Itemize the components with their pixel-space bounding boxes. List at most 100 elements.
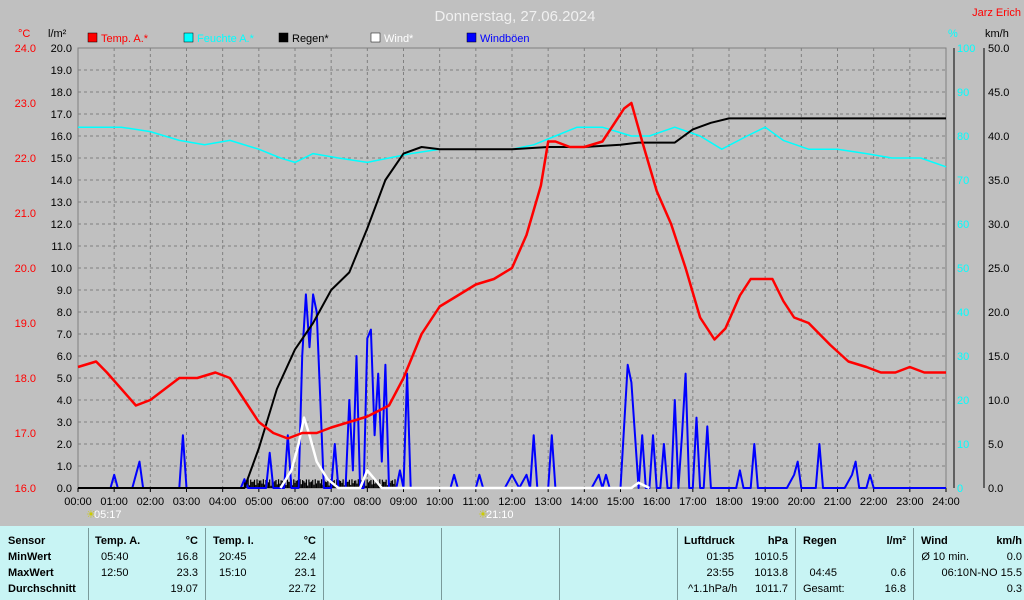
rain-tick-label: 16.0 [51,131,72,143]
stat-pressure-time: 01:35 [706,551,734,563]
hum-tick-label: 60 [957,219,969,231]
header-temp-a: Temp. A. [95,535,141,547]
rain-tick-label: 6.0 [57,351,72,363]
hum-unit-label: % [948,28,958,40]
legend-swatch [87,32,98,43]
header-rain-unit: l/m² [886,535,906,547]
hum-tick-label: 30 [957,351,969,363]
rain-tick-label: 10.0 [51,263,72,275]
legend-swatch [370,32,381,43]
stat-wind-value: 0.3 [1006,583,1022,595]
x-tick-label: 03:00 [173,496,201,508]
hum-tick-label: 40 [957,307,969,319]
stat-row-label: MaxWert [8,567,54,579]
series-line-feuchte-a [78,126,947,168]
sun-markers: ☀ 05:17 ☀ 21:10 [86,509,514,521]
x-tick-label: 21:00 [824,496,852,508]
x-tick-label: 04:00 [209,496,237,508]
hum-tick-label: 0 [957,483,963,495]
sunset-label: 21:10 [486,509,514,521]
sunrise-icon: ☀ [86,509,96,521]
x-tick-label: 20:00 [788,496,816,508]
x-tick-label: 12:00 [498,496,526,508]
rain-tick-label: 17.0 [51,109,72,121]
temp-tick-label: 23.0 [15,98,36,110]
x-tick-label: 15:00 [607,496,635,508]
rain-tick-label: 13.0 [51,197,72,209]
series-line-windb-en [78,293,946,489]
rain-tick-label: 0.0 [57,483,72,495]
stat-rain-value: 16.8 [884,583,906,595]
temp-unit-label: °C [18,28,30,40]
x-tick-label: 17:00 [679,496,707,508]
hum-tick-label: 70 [957,175,969,187]
rain-tick-label: 15.0 [51,153,72,165]
statistics-table: Sensor Temp. A. °C Temp. I. °C Luftdruck… [0,526,1024,600]
rain-unit-label: l/m² [48,28,67,40]
x-tick-label: 11:00 [462,496,489,508]
header-pressure-unit: hPa [767,535,788,547]
stat-pressure-time: ^1.1hPa/h [688,583,738,595]
wind-tick-label: 10.0 [988,395,1009,407]
stat-rain-time: Gesamt: [803,583,845,595]
wind-unit-label: km/h [985,28,1009,40]
temp-tick-label: 17.0 [15,428,36,440]
stat-row-label: MinWert [8,551,52,563]
stat-temp-i-time: 15:10 [219,567,247,579]
rain-tick-label: 20.0 [51,43,72,55]
rain-tick-label: 14.0 [51,175,72,187]
stat-wind-value: 0.0 [1006,551,1022,563]
legend-label: Temp. A.* [101,33,149,45]
x-tick-label: 06:00 [281,496,309,508]
grid [77,47,947,489]
stat-wind-time: Ø 10 min. [921,551,969,563]
series-line-wind [279,416,650,490]
legend-label: Regen* [292,33,329,45]
header-temp-a-unit: °C [185,535,198,547]
x-tick-label: 02:00 [137,496,165,508]
series-line-regen [78,117,946,489]
stat-temp-a-value: 23.3 [176,567,198,579]
legend-swatch [278,32,289,43]
hum-tick-label: 80 [957,131,969,143]
temp-tick-label: 16.0 [15,483,36,495]
stat-wind-value: N-NO 15.5 [969,567,1022,579]
hum-tick-label: 20 [957,395,969,407]
wind-tick-label: 5.0 [988,439,1003,451]
stat-rain-time: 04:45 [809,567,837,579]
rain-tick-label: 3.0 [57,417,72,429]
header-wind-unit: km/h [996,535,1022,547]
rain-tick-label: 11.0 [51,241,72,253]
x-tick-label: 07:00 [317,496,345,508]
axes: 00:00 01:00 02:00 03:00 04:00 05:00 06:00 07:00… [15,43,1010,508]
x-tick-label: 24:00 [932,496,960,508]
wind-tick-label: 40.0 [988,131,1009,143]
stat-pressure-value: 1011.7 [755,583,788,595]
stat-temp-a-value: 16.8 [176,551,198,563]
temp-tick-label: 22.0 [15,153,36,165]
x-tick-label: 14:00 [571,496,599,508]
x-tick-label: 23:00 [896,496,924,508]
temp-tick-label: 18.0 [15,373,36,385]
rain-tick-label: 12.0 [51,219,72,231]
rain-tick-label: 19.0 [51,65,72,77]
stat-pressure-value: 1010.5 [754,551,788,563]
stat-pressure-value: 1013.8 [754,567,788,579]
wind-tick-label: 50.0 [988,43,1009,55]
stat-temp-i-time: 20:45 [219,551,247,563]
rain-tick-label: 1.0 [57,461,72,473]
sunset-icon: ☀ [478,509,488,521]
x-tick-label: 05:00 [245,496,273,508]
stat-wind-time: 06:10 [941,567,969,579]
x-tick-label: 13:00 [534,496,562,508]
sunrise-label: 05:17 [94,509,122,521]
wind-tick-label: 20.0 [988,307,1009,319]
temp-tick-label: 19.0 [15,318,36,330]
wind-tick-label: 45.0 [988,87,1009,99]
series-line-temp-a [77,101,946,440]
x-tick-label: 22:00 [860,496,888,508]
legend: Temp. A.* Feuchte A.* Regen* Wind* Windböen [87,32,530,45]
header-temp-i-unit: °C [303,535,316,547]
stat-row-label: Durchschnitt [8,583,76,595]
stat-temp-a-time: 12:50 [101,567,129,579]
